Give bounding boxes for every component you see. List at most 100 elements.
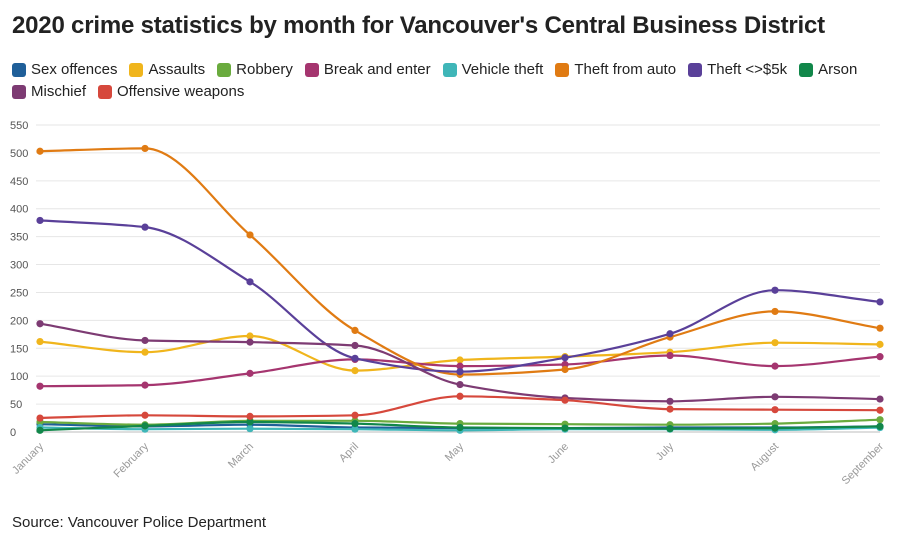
y-tick-label: 300 (10, 260, 28, 272)
data-point-theft-5k-february (141, 223, 149, 231)
data-point-mischief-february (141, 336, 149, 345)
x-tick-label: February (112, 440, 152, 480)
data-point-arson-june (561, 424, 569, 432)
series-theft-from-auto (36, 144, 884, 379)
y-tick-label: 450 (10, 176, 28, 188)
legend-item-break-and-enter[interactable]: Break and enter (304, 61, 431, 78)
data-point-theft-from-auto-march (246, 231, 254, 239)
data-point-assaults-may (456, 356, 464, 364)
legend-swatch (442, 62, 457, 77)
legend-swatch (217, 62, 232, 77)
legend-label: Theft <>$5k (707, 61, 788, 78)
data-point-mischief-january (36, 320, 44, 328)
data-point-offensive-weapons-august (771, 406, 779, 414)
data-point-mischief-april (351, 341, 359, 350)
data-point-theft-5k-august (771, 286, 779, 294)
data-point-mischief-july (666, 397, 674, 405)
y-tick-label: 350 (10, 232, 28, 244)
legend-label: Mischief (31, 83, 87, 100)
legend-swatch (98, 84, 113, 99)
legend-swatch (799, 62, 814, 77)
data-point-offensive-weapons-april (351, 411, 359, 419)
series-line-theft-from-auto (39, 147, 881, 376)
data-point-assaults-august (771, 339, 779, 347)
data-point-theft-5k-july (666, 330, 674, 338)
legend-label: Assaults (148, 61, 206, 78)
data-point-arson-august (771, 424, 779, 432)
data-point-theft-from-auto-april (351, 326, 359, 335)
y-tick-label: 550 (10, 120, 28, 132)
data-point-arson-february (141, 422, 149, 430)
legend-swatch (12, 62, 26, 77)
y-tick-label: 500 (10, 148, 28, 160)
data-point-theft-5k-january (36, 216, 44, 225)
legend-label: Vehicle theft (461, 61, 544, 78)
series-offensive-weapons (36, 392, 884, 422)
legend-item-sex-offences[interactable]: Sex offences (12, 61, 117, 78)
data-point-offensive-weapons-february (141, 411, 149, 419)
data-point-assaults-february (141, 348, 149, 356)
data-point-assaults-september (876, 340, 884, 348)
data-point-theft-5k-may (456, 368, 464, 376)
data-point-break-and-enter-may (456, 362, 464, 370)
data-point-break-and-enter-february (141, 381, 149, 389)
data-point-theft-5k-march (246, 278, 254, 286)
x-tick-label: July (654, 440, 677, 463)
legend-item-assaults[interactable]: Assaults (129, 61, 205, 78)
chart-legend: Sex offences Assaults Robbery Break and ent… (12, 61, 872, 100)
data-point-theft-from-auto-august (771, 307, 779, 316)
data-point-arson-september (876, 422, 884, 431)
data-point-assaults-march (246, 332, 254, 340)
data-point-arson-may (456, 423, 464, 432)
y-tick-label: 50 (10, 399, 22, 411)
y-tick-label: 100 (10, 371, 28, 383)
y-tick-label: 400 (10, 204, 28, 216)
y-tick-label: 250 (10, 287, 28, 299)
series-arson (36, 418, 884, 434)
legend-item-arson[interactable]: Arson (799, 61, 857, 78)
data-point-offensive-weapons-january (36, 414, 44, 422)
y-tick-label: 200 (10, 315, 28, 327)
x-tick-label: August (748, 441, 781, 474)
data-point-vehicle-theft-april (351, 425, 359, 433)
data-point-offensive-weapons-september (876, 406, 884, 414)
data-point-theft-5k-june (561, 354, 569, 362)
series-mischief (36, 320, 884, 405)
x-tick-label: January (10, 440, 47, 477)
data-point-robbery-september (876, 416, 884, 424)
data-point-arson-march (246, 418, 254, 426)
data-point-assaults-april (351, 367, 359, 375)
legend-label: Theft from auto (574, 61, 677, 78)
x-tick-label: September (840, 440, 887, 487)
legend-item-robbery[interactable]: Robbery (217, 61, 293, 78)
data-point-theft-5k-april (351, 354, 359, 362)
legend-item-theft-from-auto[interactable]: Theft from auto (555, 61, 676, 78)
series-theft-5k (36, 216, 884, 376)
data-point-arson-july (666, 425, 674, 433)
data-point-mischief-september (876, 395, 884, 403)
data-point-mischief-may (456, 380, 464, 389)
data-point-break-and-enter-august (771, 362, 779, 370)
chart-title: 2020 crime statistics by month for Vanco… (12, 12, 825, 39)
x-tick-label: April (337, 441, 361, 465)
legend-swatch (555, 62, 570, 77)
data-point-offensive-weapons-july (666, 405, 674, 413)
data-point-break-and-enter-january (36, 382, 44, 390)
legend-item-offensive-weapons[interactable]: Offensive weapons (98, 83, 244, 100)
data-point-theft-from-auto-september (876, 324, 884, 332)
legend-item-mischief[interactable]: Mischief (12, 83, 86, 100)
legend-item-theft-5k[interactable]: Theft <>$5k (688, 61, 787, 78)
data-point-break-and-enter-september (876, 353, 884, 361)
legend-label: Robbery (236, 61, 293, 78)
data-point-offensive-weapons-march (246, 412, 254, 420)
source-note: Source: Vancouver Police Department (12, 514, 267, 531)
data-point-break-and-enter-june (561, 360, 569, 369)
data-point-break-and-enter-july (666, 351, 674, 360)
series-line-theft-5k (39, 219, 881, 373)
data-point-offensive-weapons-may (456, 392, 464, 400)
legend-item-vehicle-theft[interactable]: Vehicle theft (442, 61, 544, 78)
legend-swatch (12, 84, 26, 99)
data-point-theft-from-auto-february (141, 144, 149, 153)
x-tick-label: June (546, 441, 571, 466)
